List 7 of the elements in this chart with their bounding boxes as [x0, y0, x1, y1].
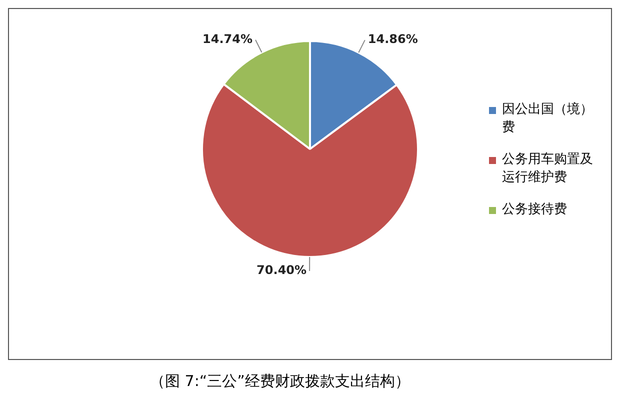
text: （图 7:“三公”经费财政拨款支出结构）: [149, 372, 411, 391]
data-label: 14.86%: [368, 32, 418, 46]
legend-label: 公务用车购置及运行维护费: [502, 151, 594, 187]
legend-label: 公务接待费: [502, 201, 567, 219]
legend-label: 因公出国（境）费: [502, 101, 594, 137]
data-label: 70.40%: [256, 263, 307, 278]
data-label: 14.74%: [202, 32, 253, 46]
